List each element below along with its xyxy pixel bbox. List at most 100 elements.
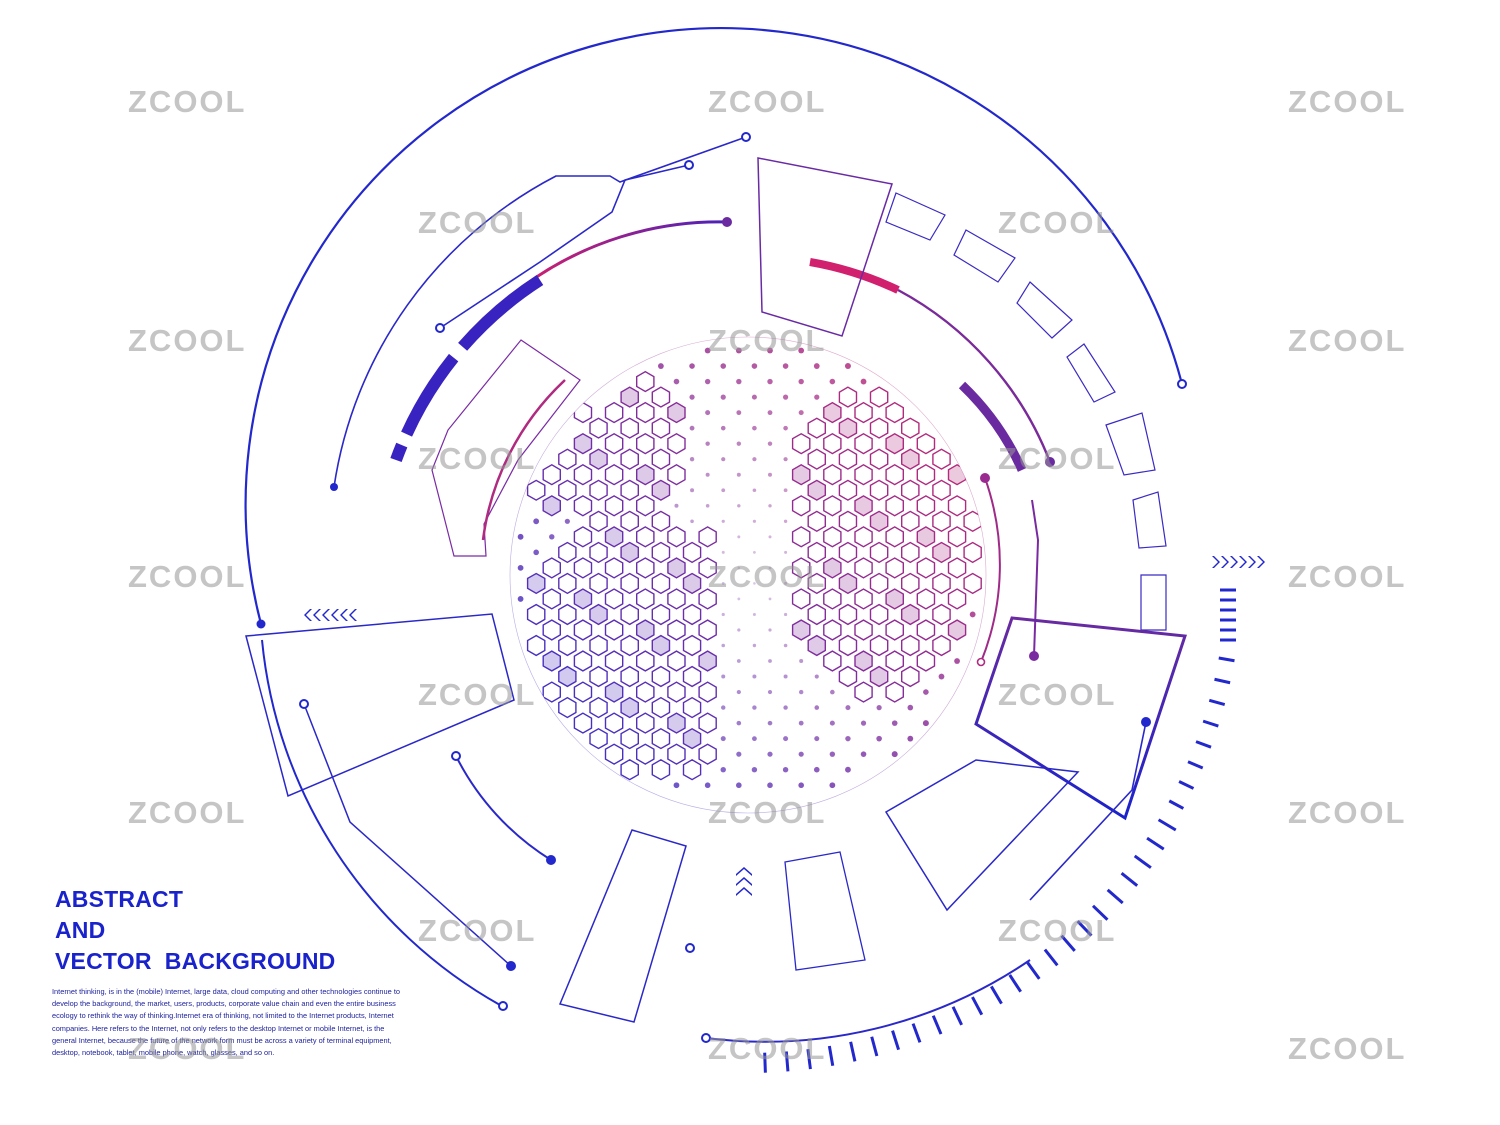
globe-hex-cell xyxy=(651,572,671,595)
globe-hex-cell xyxy=(667,681,686,703)
globe-dot xyxy=(860,720,867,726)
gauge-tick xyxy=(1208,698,1226,706)
globe-hex-cell xyxy=(558,541,577,564)
globe-hex-cell xyxy=(932,634,951,657)
globe-hex-cell xyxy=(573,712,593,734)
globe-hex-cell xyxy=(667,401,686,424)
globe-dot xyxy=(752,425,757,431)
globe-hex-cell xyxy=(791,619,811,641)
gauge-tick xyxy=(1157,818,1177,832)
globe-hex-cell xyxy=(791,432,811,455)
globe-hex-cell xyxy=(589,603,608,626)
inner-arc-right xyxy=(980,477,1001,663)
globe-dot xyxy=(783,488,788,493)
panel-left-outline xyxy=(431,339,581,557)
circuit-line xyxy=(333,136,747,488)
globe-hex-cell xyxy=(932,572,951,595)
globe-hex-cell xyxy=(916,432,936,455)
globe-dot xyxy=(690,488,695,493)
globe-hex-cell xyxy=(651,541,671,564)
globe-dot xyxy=(798,782,804,789)
globe-hex-cell xyxy=(698,526,717,548)
globe-dot xyxy=(736,472,741,477)
globe-dot xyxy=(704,347,711,354)
globe-dot xyxy=(736,782,742,789)
globe-dot xyxy=(767,782,773,789)
globe-dot xyxy=(768,628,772,632)
globe-hex-cell xyxy=(698,619,717,641)
globe-hex-cell xyxy=(636,712,655,734)
globe-dot xyxy=(689,457,695,462)
globe-dot xyxy=(830,689,835,695)
globe-hex-cell xyxy=(573,681,593,703)
globe-hex-cell xyxy=(620,572,639,595)
globe-hex-cell xyxy=(854,401,873,424)
globe-hex-cell xyxy=(667,650,686,672)
globe-dot xyxy=(767,720,773,726)
globe-hex-cell xyxy=(682,541,702,564)
circuit-line xyxy=(1029,721,1147,901)
globe-hex-cell xyxy=(589,448,608,470)
gauge-tick xyxy=(1187,760,1204,770)
globe-hex-cell xyxy=(901,510,920,533)
globe-dot xyxy=(798,347,805,354)
globe-hex-cell xyxy=(604,650,624,672)
globe-dot xyxy=(752,736,757,742)
globe-dot xyxy=(860,378,867,385)
gauge-tick xyxy=(827,1045,835,1066)
globe-dot xyxy=(783,643,788,648)
globe-hex-cell xyxy=(854,650,873,672)
circuit-line xyxy=(1031,499,1040,657)
globe-dot xyxy=(814,394,820,400)
globe-hex-cell xyxy=(558,696,577,719)
globe-hex-cell xyxy=(869,386,889,408)
globe-hex-cell xyxy=(869,479,889,501)
globe-hex-cell xyxy=(916,557,936,579)
node-dot xyxy=(256,619,266,629)
globe-dot xyxy=(876,705,882,711)
globe-hex-cell xyxy=(636,650,655,672)
globe-hex-cell xyxy=(620,386,639,408)
globe-hex-cell xyxy=(620,479,639,501)
globe-hex-cell xyxy=(558,634,577,657)
globe-dot xyxy=(517,564,524,571)
globe-hex-cell xyxy=(620,758,639,781)
globe-dot xyxy=(783,425,788,431)
globe-hex-cell xyxy=(651,448,671,470)
globe-hex-cell xyxy=(682,665,702,688)
globe-hex-cell xyxy=(651,479,671,501)
gauge-tick xyxy=(1168,799,1185,810)
globe-hex-cell xyxy=(604,432,624,455)
globe-dot xyxy=(752,519,757,523)
globe-dot xyxy=(752,488,757,493)
globe-hex-cell xyxy=(838,541,858,564)
globe-hex-cell xyxy=(854,588,873,610)
globe-hex-cell xyxy=(682,758,702,781)
globe-hex-cell xyxy=(526,603,546,626)
globe-hex-cell xyxy=(604,619,624,641)
globe-dot xyxy=(704,378,711,385)
globe-dot xyxy=(767,378,773,385)
gauge-tick xyxy=(891,1030,901,1051)
globe-hex-cell xyxy=(838,479,858,501)
globe-dot xyxy=(736,378,742,385)
globe-hex-cell xyxy=(823,432,842,455)
globe-hex-cell xyxy=(589,541,608,564)
globe-dot xyxy=(752,705,757,710)
globe-hex-cell xyxy=(542,650,561,672)
gauge-tick xyxy=(1195,740,1212,749)
globe-hex-cell xyxy=(838,572,858,595)
globe-hex-cell xyxy=(838,510,858,533)
gauge-tick xyxy=(1202,719,1219,728)
globe-dot xyxy=(814,705,820,710)
globe-dot xyxy=(752,612,756,616)
outer-ring-arc xyxy=(244,27,1184,625)
globe-dot xyxy=(673,782,680,789)
panel-right-bracket xyxy=(974,616,1188,821)
globe-dot xyxy=(736,659,741,663)
globe-dot xyxy=(737,504,741,508)
globe-outline xyxy=(509,336,987,814)
globe-hex-cell xyxy=(791,495,811,517)
globe-dot xyxy=(845,766,851,773)
